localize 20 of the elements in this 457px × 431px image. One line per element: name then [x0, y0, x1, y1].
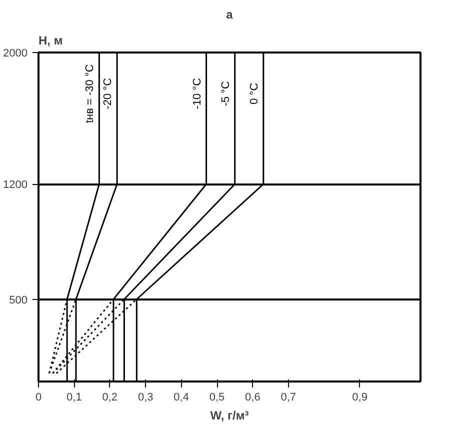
y-tick-label: 500: [9, 294, 28, 306]
x-tick-label: 0: [35, 392, 42, 404]
x-tick-label: 0,5: [209, 392, 225, 404]
chart-title: а: [226, 8, 234, 22]
text: 0 °C: [248, 82, 260, 104]
text: -20 °C: [102, 78, 114, 110]
x-tick-label: 0,2: [102, 392, 118, 404]
text: -5 °C: [220, 80, 232, 106]
y-tick-label: 1200: [3, 179, 28, 192]
text: tнв = -30 °C: [84, 64, 96, 124]
x-tick-label: 0,4: [174, 392, 189, 404]
x-tick-label: 0,3: [138, 392, 154, 404]
x-tick-label: 0,1: [66, 392, 82, 404]
x-tick-label: 0,9: [352, 392, 368, 404]
y-axis-title: Н, м: [38, 34, 63, 48]
x-axis-title: W, г/м³: [210, 408, 249, 422]
y-tick-label: 2000: [3, 48, 28, 60]
x-tick-label: 0,7: [280, 392, 296, 404]
x-tick-label: 0,6: [245, 392, 260, 404]
text: -10 °C: [191, 78, 204, 110]
